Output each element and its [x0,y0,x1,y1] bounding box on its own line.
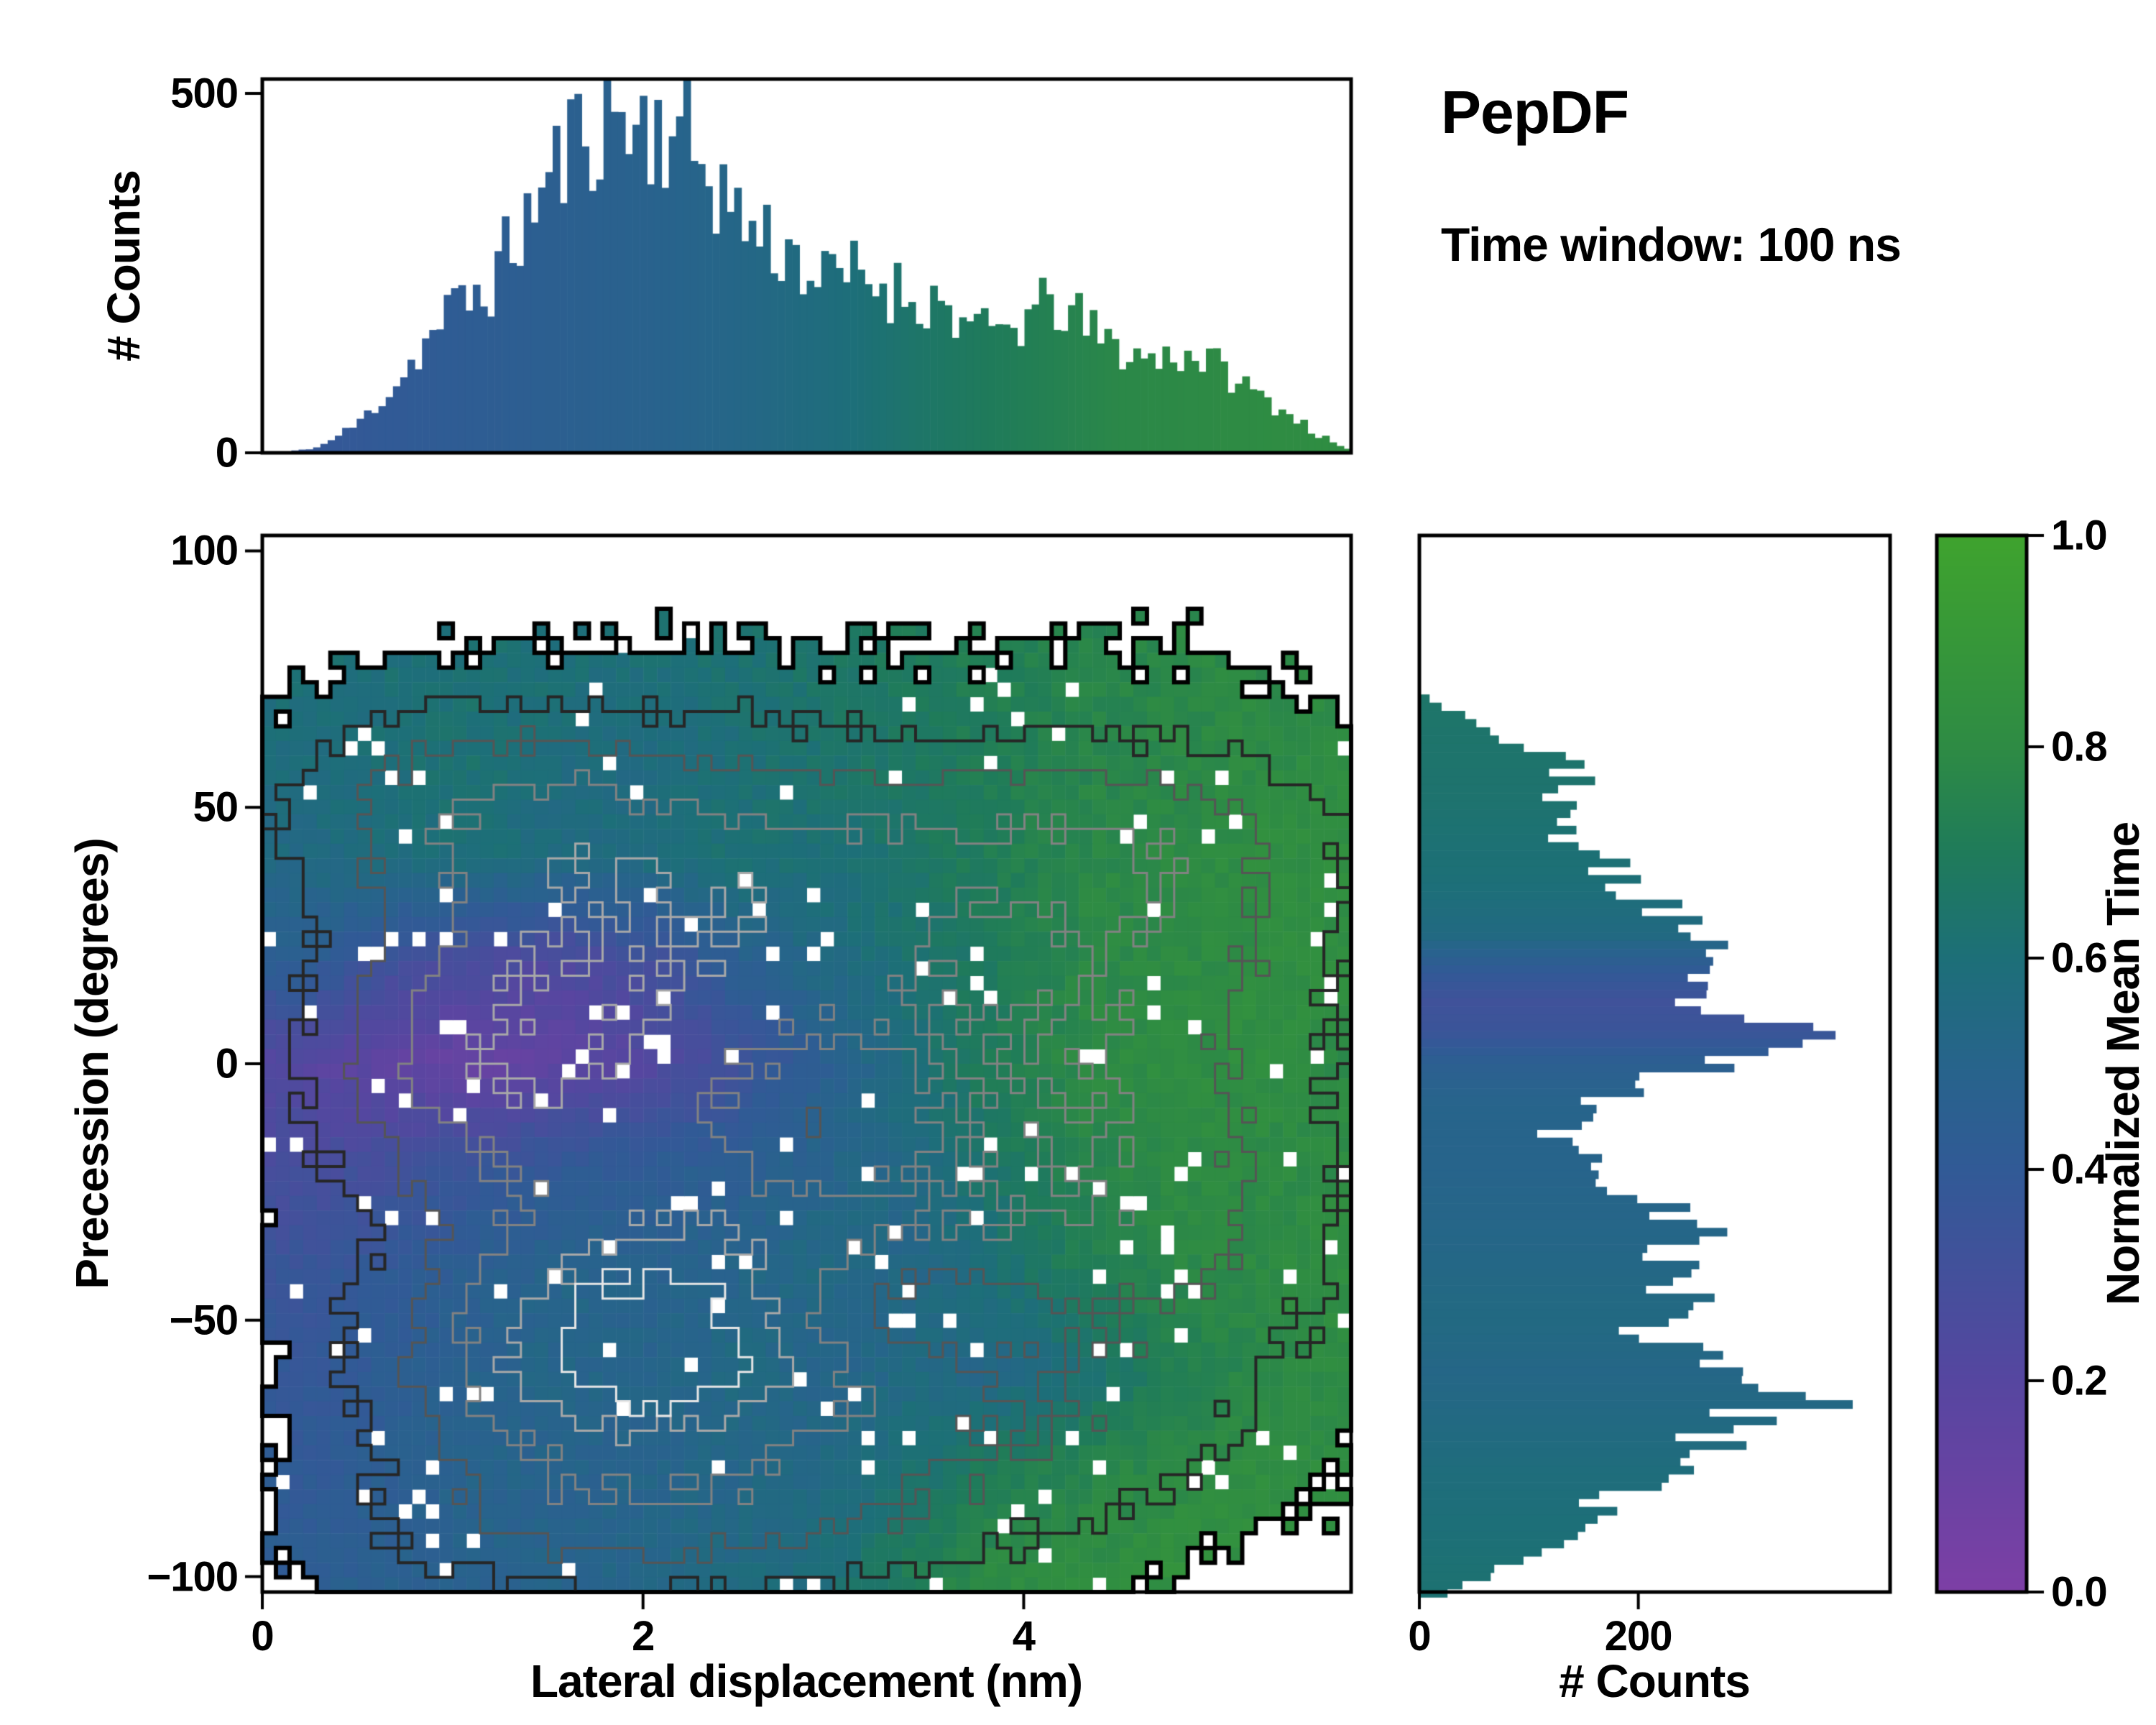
main-y-tick-label: 100 [170,527,239,574]
figure-subtitle: Time window: 100 ns [1441,218,1902,271]
main-y-tick-label: 0 [215,1040,239,1087]
top-hist-y-tick-label: 0 [215,429,239,477]
colorbar-label: Normalized Mean Time [2097,822,2149,1306]
colorbar-tick-label: 0.0 [2051,1568,2108,1616]
main-y-tick-label: −100 [147,1553,239,1601]
colorbar-tick-label: 0.6 [2051,934,2108,982]
main-y-tick-label: −50 [169,1297,239,1344]
main-x-axis-label: Lateral displacement (nm) [530,1655,1083,1707]
right-hist-x-axis-label: # Counts [1559,1655,1751,1707]
top-hist-y-tick-label: 500 [170,70,239,117]
right-hist-x-tick-label: 0 [1408,1613,1431,1660]
colorbar-tick-label: 0.2 [2051,1357,2108,1404]
figure-title: PepDF [1441,78,1629,146]
colorbar-tick-label: 0.8 [2051,723,2108,770]
colorbar-tick-label: 1.0 [2051,512,2108,559]
right-hist-x-tick-label: 200 [1604,1613,1673,1660]
main-y-tick-label: 50 [193,783,239,831]
main-x-tick-label: 0 [251,1613,274,1660]
top-hist-y-axis-label: # Counts [98,170,149,362]
main-x-tick-label: 2 [632,1613,655,1660]
main-x-tick-label: 4 [1012,1613,1036,1660]
main-y-axis-label: Precession (degrees) [66,838,118,1289]
colorbar-tick-label: 0.4 [2051,1146,2108,1193]
